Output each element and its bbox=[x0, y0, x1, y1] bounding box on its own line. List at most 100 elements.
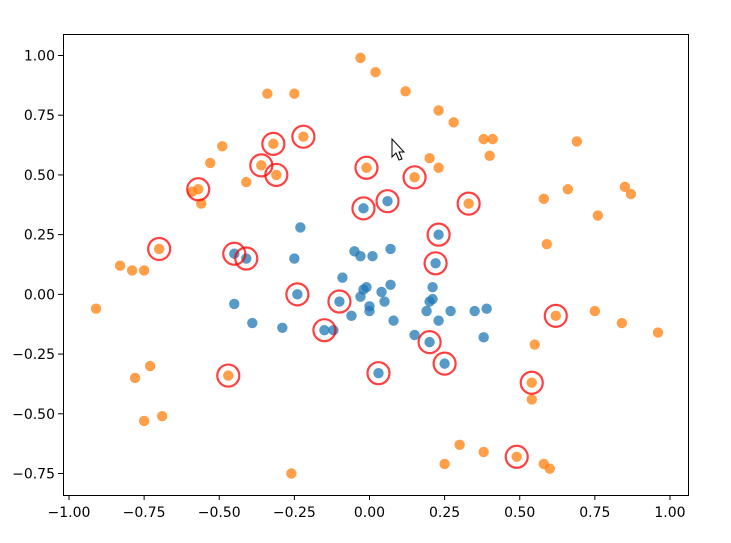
series-1-point-5 bbox=[138, 415, 150, 427]
highlight-ring-19 bbox=[426, 222, 451, 247]
series-1-point-49 bbox=[652, 327, 664, 338]
highlight-ring-11 bbox=[327, 289, 352, 314]
highlight-ring-20 bbox=[432, 351, 457, 376]
series-0-point-0 bbox=[295, 222, 306, 233]
series-1-point-32 bbox=[463, 198, 474, 209]
series-1-point-39 bbox=[538, 193, 549, 205]
highlight-ring-21 bbox=[456, 191, 481, 216]
highlight-ring-24 bbox=[543, 303, 568, 328]
series-0-point-41 bbox=[478, 332, 489, 343]
series-1-point-37 bbox=[526, 377, 537, 388]
x-axis: −1.00 −0.75 −0.50 −0.25 0.00 0.25 0.50 0.75 1.00 bbox=[48, 495, 686, 521]
series-1-point-1 bbox=[114, 260, 126, 271]
series-0-point-39 bbox=[373, 367, 384, 379]
series-1-point-21 bbox=[298, 131, 309, 142]
series-0-point-24 bbox=[382, 196, 393, 207]
series-1-point-47 bbox=[619, 181, 631, 193]
series-1-point-25 bbox=[370, 67, 381, 78]
y-tick-label: 0.00 bbox=[24, 287, 55, 303]
series-0-point-20 bbox=[364, 305, 375, 317]
series-1-point-26 bbox=[400, 86, 411, 97]
series-0-point-6 bbox=[277, 322, 288, 333]
series-1-point-35 bbox=[487, 133, 498, 145]
highlight-ring-8 bbox=[291, 124, 316, 149]
series-1-point-24 bbox=[361, 162, 372, 173]
series-0-point-1 bbox=[289, 253, 300, 264]
series-1-point-4 bbox=[138, 265, 150, 276]
series-1-point-43 bbox=[571, 136, 583, 147]
series-1-point-38 bbox=[526, 394, 537, 405]
series-0-point-30 bbox=[421, 305, 432, 317]
series-1-point-18 bbox=[268, 138, 279, 150]
series-0-point-5 bbox=[247, 317, 258, 329]
highlight-ring-1 bbox=[186, 177, 211, 202]
series-0-point-12 bbox=[346, 310, 357, 322]
y-tick-label: 0.75 bbox=[24, 108, 55, 124]
highlight-ring-17 bbox=[417, 330, 442, 355]
highlight-ring-13 bbox=[354, 155, 379, 180]
series-1-point-12 bbox=[205, 157, 216, 169]
series-1-point-33 bbox=[478, 133, 489, 145]
series-1-point-53 bbox=[511, 451, 522, 462]
series-1-point-48 bbox=[625, 188, 637, 200]
y-tick-label: 0.25 bbox=[24, 228, 55, 244]
highlight-ring-22 bbox=[504, 444, 529, 469]
highlight-ring-9 bbox=[285, 282, 310, 307]
series-0-point-14 bbox=[355, 250, 366, 262]
series-0-point-8 bbox=[319, 324, 330, 336]
series-1-point-7 bbox=[153, 243, 165, 255]
y-tick-label: −0.75 bbox=[12, 467, 55, 483]
highlight-ring-3 bbox=[222, 241, 247, 266]
series-0-point-33 bbox=[427, 281, 438, 293]
series-1-point-52 bbox=[478, 446, 489, 458]
x-tick-label: −0.75 bbox=[123, 505, 166, 521]
highlight-ring-14 bbox=[366, 361, 391, 386]
series-1-point-45 bbox=[592, 210, 604, 221]
x-tick-label: 0.75 bbox=[579, 505, 610, 521]
series-1-point-20 bbox=[289, 88, 300, 99]
series-0-point-22 bbox=[376, 286, 387, 298]
series-0-point-26 bbox=[385, 279, 396, 291]
series-1-point-50 bbox=[439, 458, 450, 470]
series-1-point-41 bbox=[550, 310, 561, 322]
series-0-point-32 bbox=[427, 293, 438, 305]
series-0-point-35 bbox=[433, 229, 444, 240]
x-tick-label: 0.25 bbox=[429, 505, 460, 521]
y-tick-label: −0.50 bbox=[12, 407, 55, 423]
series-1-point-30 bbox=[433, 105, 444, 116]
series-1-point-19 bbox=[271, 169, 282, 181]
series-0-point-11 bbox=[337, 272, 348, 283]
series-0-point-37 bbox=[439, 358, 450, 369]
x-tick-label: 0.50 bbox=[504, 505, 535, 521]
series-1-point-28 bbox=[424, 153, 435, 164]
series-1-point-23 bbox=[355, 52, 366, 64]
series-1-point-6 bbox=[144, 360, 156, 372]
highlight-ring-7 bbox=[264, 162, 289, 188]
highlight-ring-2 bbox=[216, 363, 241, 388]
series-1-point-42 bbox=[562, 184, 574, 195]
highlight-ring-23 bbox=[519, 370, 544, 395]
series-1-point-2 bbox=[126, 265, 138, 276]
series-1-point-36 bbox=[529, 339, 540, 350]
series-0-point-15 bbox=[358, 203, 369, 214]
series-0-point-23 bbox=[379, 296, 390, 307]
axes-frame bbox=[63, 34, 689, 496]
highlight-ring-15 bbox=[375, 189, 400, 214]
series-1-point-55 bbox=[544, 463, 555, 474]
x-tick-label: 0.00 bbox=[354, 505, 385, 521]
y-axis: 1.00 0.75 0.50 0.25 0.00 −0.25 −0.50 −0.75 bbox=[12, 48, 63, 483]
y-tick-label: 0.50 bbox=[24, 168, 55, 184]
series-0-point-10 bbox=[334, 296, 345, 307]
series-1-point-15 bbox=[241, 176, 252, 188]
mouse-cursor-icon bbox=[391, 138, 405, 161]
series-1-point-3 bbox=[129, 372, 141, 384]
series-1-point-44 bbox=[589, 305, 601, 317]
series-1-point-0 bbox=[90, 303, 102, 314]
highlight-layer bbox=[147, 124, 568, 469]
series-0-point-7 bbox=[292, 289, 303, 300]
series-0-point-38 bbox=[445, 305, 456, 317]
series-0-point-17 bbox=[361, 281, 372, 293]
series-1-point-29 bbox=[433, 162, 444, 173]
series-1-point-27 bbox=[409, 172, 420, 183]
